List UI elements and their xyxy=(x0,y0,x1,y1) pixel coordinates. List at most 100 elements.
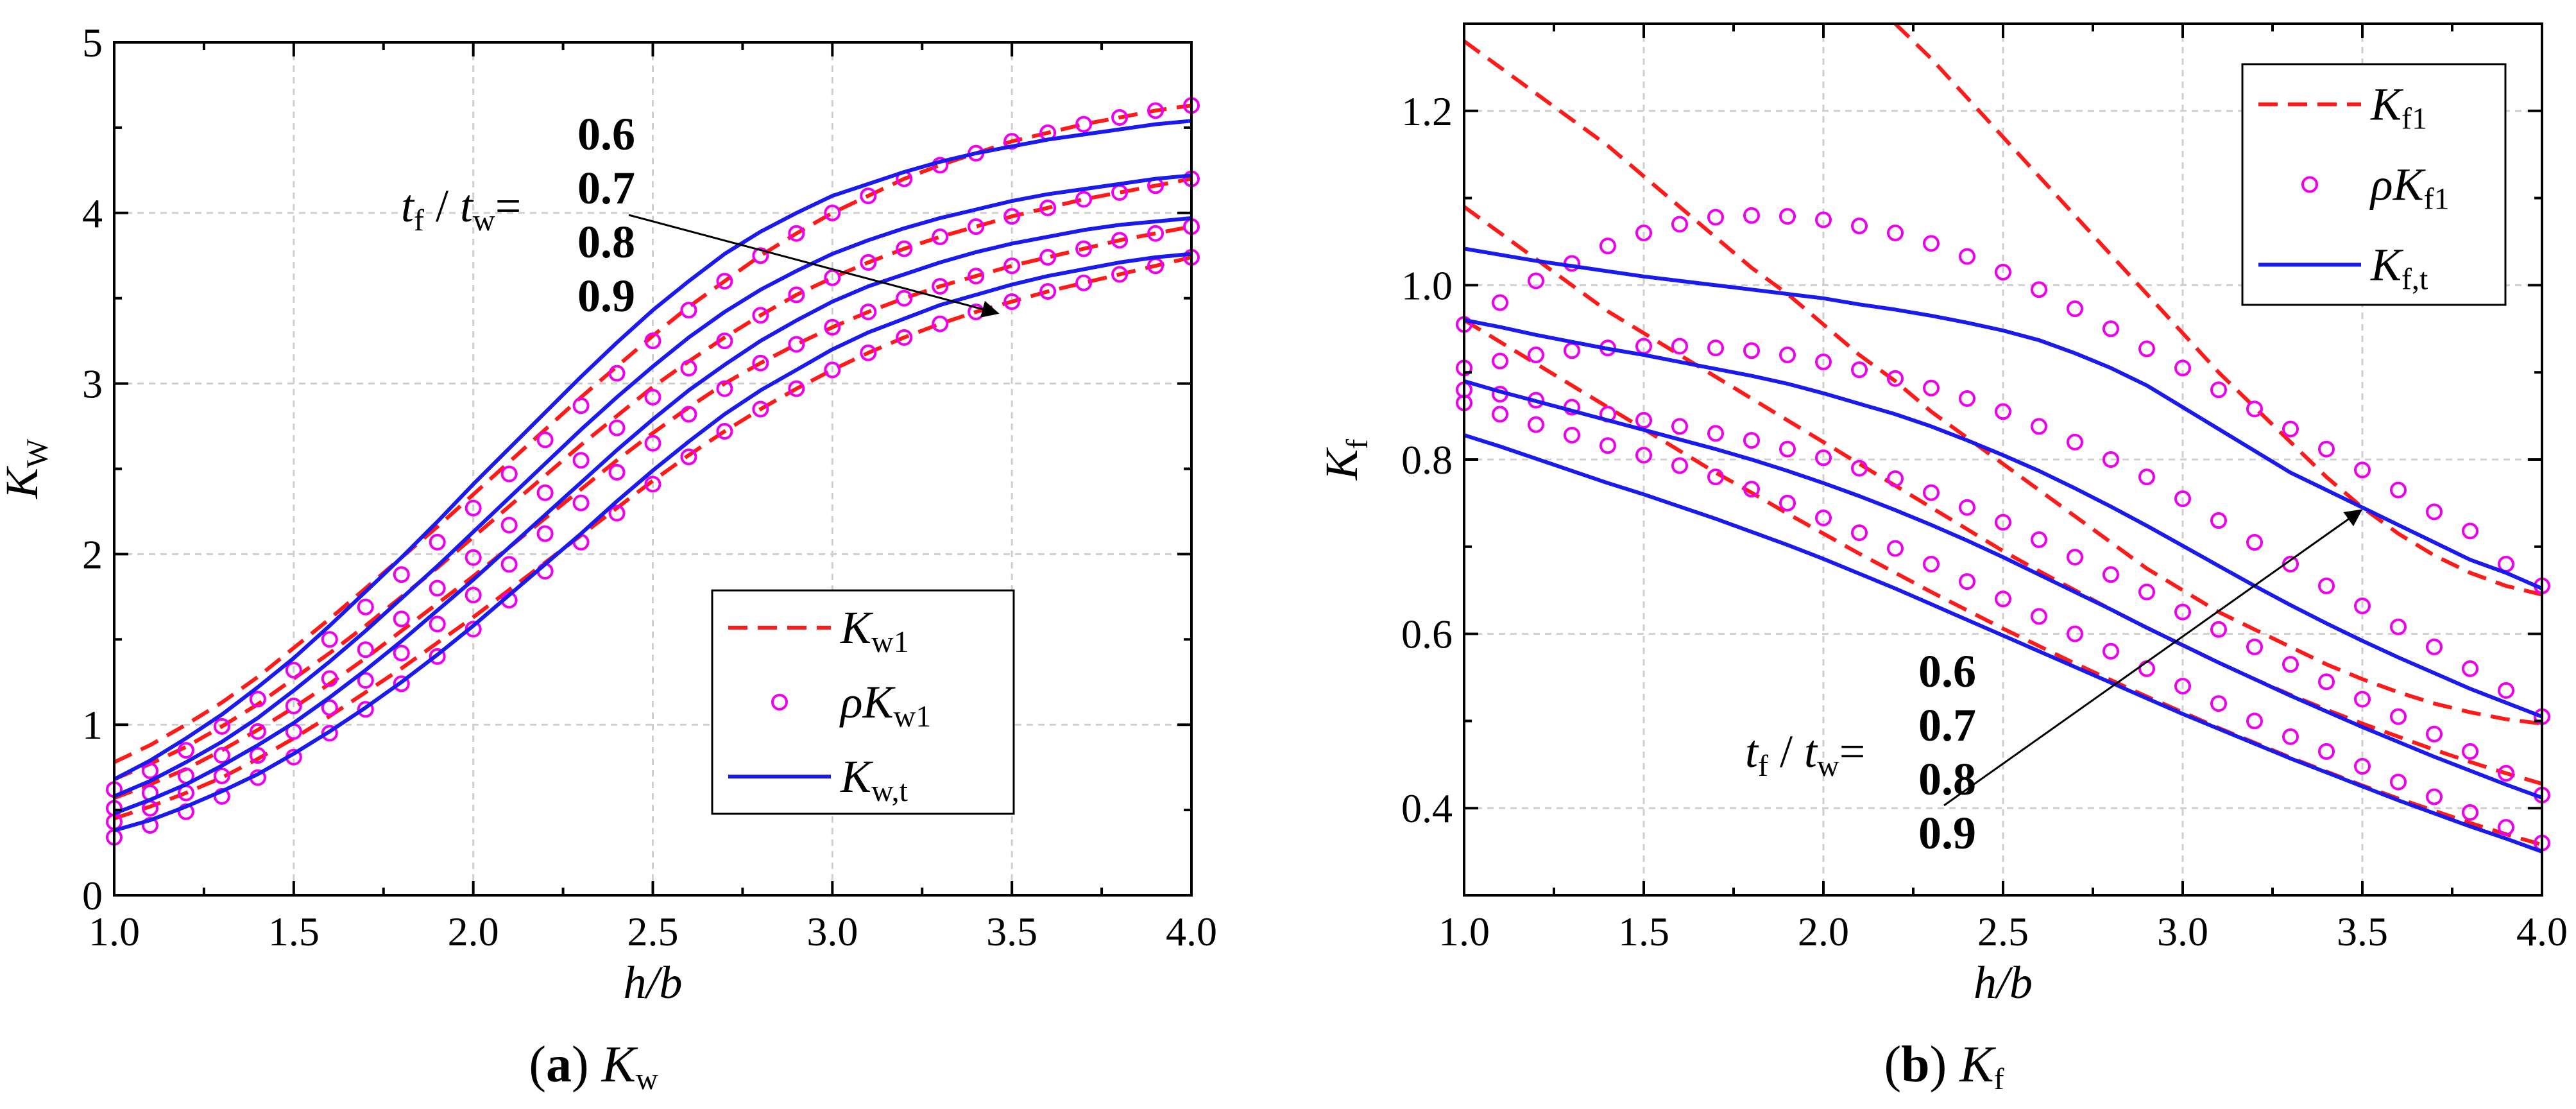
annotation-slash: / xyxy=(1768,726,1804,777)
data-point xyxy=(536,431,554,449)
y-tick-label: 0 xyxy=(82,873,103,918)
data-point xyxy=(788,225,805,242)
annotation-slash: / xyxy=(424,180,460,232)
legend-label-sub: f,t xyxy=(2401,262,2428,297)
data-point xyxy=(1003,208,1021,225)
data-point xyxy=(1039,248,1057,266)
legend-label-main: K xyxy=(862,676,896,728)
data-point xyxy=(1959,499,1975,516)
caption-main: K xyxy=(601,1036,638,1093)
legend-label-sub: f1 xyxy=(2424,182,2450,216)
data-point xyxy=(2210,512,2227,529)
y-axis-title: Kf xyxy=(1316,439,1374,481)
data-point xyxy=(860,344,877,361)
data-point xyxy=(2246,638,2263,655)
data-point xyxy=(1528,416,1544,433)
data-point xyxy=(968,268,985,285)
solid-series-line xyxy=(113,173,1192,798)
data-point xyxy=(2462,660,2478,677)
data-point xyxy=(1923,555,1940,572)
data-point xyxy=(393,675,410,692)
data-point xyxy=(572,397,590,415)
legend-label-sub: w,t xyxy=(871,774,908,808)
data-point xyxy=(1743,207,1760,224)
solid-series-line xyxy=(1463,246,2543,590)
solid-series-line xyxy=(1463,379,2543,800)
data-point xyxy=(1564,342,1580,359)
data-point xyxy=(716,273,733,290)
data-point xyxy=(716,380,733,397)
x-tick-label: 2.5 xyxy=(627,909,679,954)
x-tick-label: 2.0 xyxy=(448,909,499,954)
data-point xyxy=(500,517,518,534)
data-point xyxy=(1851,218,1868,235)
data-point xyxy=(213,767,230,784)
data-point xyxy=(860,303,877,320)
data-point xyxy=(1671,457,1688,474)
data-point xyxy=(2103,320,2119,338)
data-point xyxy=(1564,426,1580,443)
data-point xyxy=(249,723,266,740)
data-point xyxy=(824,361,841,379)
data-point xyxy=(1923,379,1940,397)
data-point xyxy=(896,240,913,257)
legend-label: Kf,t xyxy=(2370,239,2428,297)
data-point xyxy=(752,354,769,372)
data-point xyxy=(2282,656,2299,673)
solid-series-line xyxy=(114,252,1192,832)
data-point xyxy=(968,218,985,236)
data-point xyxy=(824,318,841,336)
data-point xyxy=(1995,590,2011,608)
legend-label-main: K xyxy=(2370,79,2404,130)
y-tick-label: 3 xyxy=(82,361,103,407)
y-tick-label: 1.2 xyxy=(1401,89,1453,134)
legend-label-main: K xyxy=(840,602,874,653)
data-point xyxy=(2354,691,2371,708)
data-point xyxy=(1887,224,1904,241)
data-point xyxy=(824,204,841,221)
x-axis-title: h/b xyxy=(1974,957,2033,1008)
data-point xyxy=(1147,225,1164,242)
data-point xyxy=(1959,248,1975,265)
legend-marker xyxy=(2301,176,2318,193)
annotation-label: tf / tw= xyxy=(1745,726,1865,783)
data-point xyxy=(1851,361,1868,379)
data-point xyxy=(2174,678,2191,695)
data-point xyxy=(2138,583,2155,601)
annotation-eq: = xyxy=(495,180,522,232)
annotation-arrow xyxy=(1943,509,2363,807)
data-point xyxy=(2282,728,2299,745)
data-point xyxy=(249,747,266,764)
data-point xyxy=(1599,437,1616,454)
caption-sub: f xyxy=(1994,1062,2004,1096)
data-point xyxy=(1528,347,1544,364)
data-point xyxy=(1743,342,1760,359)
data-point xyxy=(321,670,338,687)
data-point xyxy=(932,228,949,246)
data-point xyxy=(608,463,626,481)
data-point xyxy=(2318,577,2335,594)
caption-letter: b xyxy=(1901,1036,1930,1093)
x-tick-label: 2.5 xyxy=(1977,909,2029,954)
caption-open: ( xyxy=(1884,1036,1901,1093)
data-point xyxy=(1635,447,1652,464)
data-point xyxy=(2426,725,2443,743)
data-point xyxy=(1851,524,1868,542)
data-point xyxy=(1887,540,1904,557)
legend-label-sub: f1 xyxy=(2401,102,2427,136)
data-point xyxy=(2031,418,2047,435)
data-point xyxy=(2210,621,2227,638)
data-point xyxy=(1707,469,1724,486)
data-point xyxy=(2174,359,2191,377)
data-point xyxy=(2282,420,2299,438)
data-point xyxy=(2246,400,2263,418)
data-point xyxy=(357,598,374,615)
data-point xyxy=(1779,440,1796,458)
legend-label-main: K xyxy=(2393,159,2427,211)
data-point xyxy=(2462,743,2478,760)
data-point xyxy=(716,332,733,350)
annotation-t1: t xyxy=(1745,726,1759,777)
legend-label-sub: w1 xyxy=(871,625,909,659)
annotation-value: 0.6 xyxy=(577,108,635,160)
